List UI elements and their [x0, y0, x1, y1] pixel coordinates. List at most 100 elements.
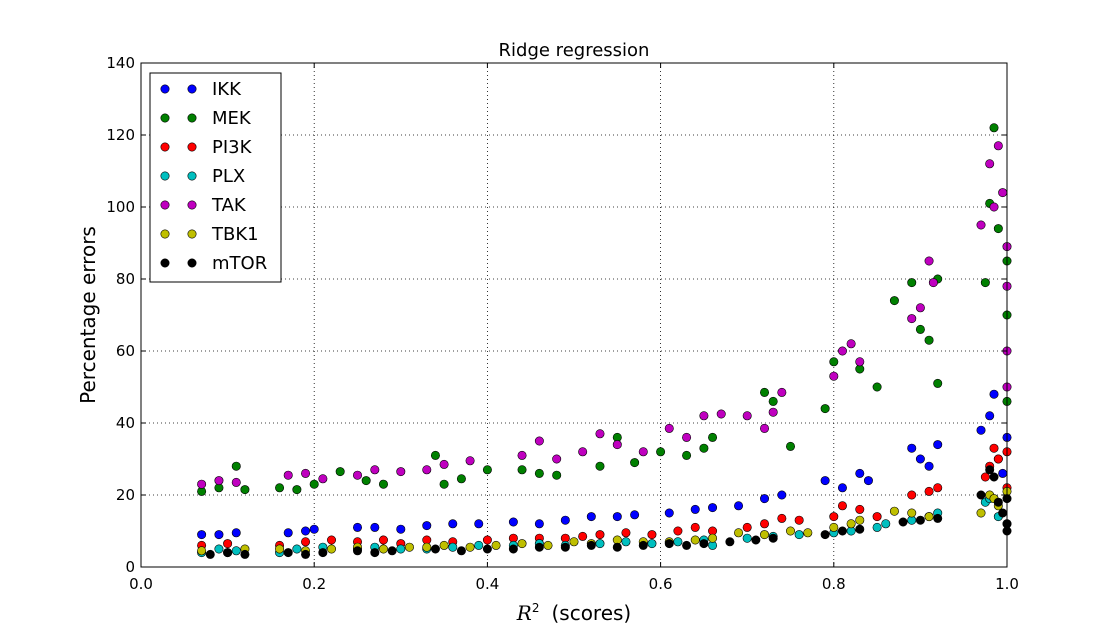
data-point-mtor — [699, 539, 709, 549]
data-point-ikk — [422, 521, 432, 531]
data-point-mek — [292, 485, 302, 495]
x-axis-title: R2 (scores) — [516, 601, 631, 625]
legend-box — [149, 72, 282, 283]
data-point-ikk — [197, 530, 207, 540]
data-point-tak — [638, 447, 648, 457]
data-point-tak — [352, 470, 362, 480]
data-point-mek — [980, 278, 990, 288]
data-point-pi3k — [777, 513, 787, 523]
data-point-mek — [309, 479, 319, 489]
data-point-mtor — [318, 548, 328, 558]
data-point-ikk — [915, 454, 925, 464]
data-point-mek — [889, 296, 899, 306]
data-point-mtor — [976, 490, 986, 500]
data-point-tbk1 — [855, 515, 865, 525]
data-point-mtor — [456, 546, 466, 556]
data-point-tak — [768, 407, 778, 417]
data-point-tak — [197, 479, 207, 489]
data-point-ikk — [989, 389, 999, 399]
data-point-tak — [465, 456, 475, 466]
data-point-tak — [682, 432, 692, 442]
legend-label-ikk: IKK — [212, 79, 242, 100]
data-point-tbk1 — [889, 506, 899, 516]
data-point-tbk1 — [327, 544, 337, 554]
y-tick-label: 80 — [116, 270, 135, 288]
data-point-mtor — [725, 537, 735, 547]
data-point-ikk — [508, 517, 518, 527]
data-point-plx — [474, 540, 484, 550]
data-point-plx — [647, 539, 657, 549]
data-point-pi3k — [673, 526, 683, 536]
data-point-mek — [231, 461, 241, 471]
data-point-pi3k — [933, 483, 943, 493]
legend-marker-pi3k — [160, 142, 170, 152]
data-point-mek — [240, 485, 250, 495]
data-point-tbk1 — [829, 522, 839, 532]
data-point-pi3k — [378, 535, 388, 545]
data-point-ikk — [664, 508, 674, 518]
data-point-mtor — [560, 542, 570, 552]
data-point-tak — [855, 357, 865, 367]
data-point-tak — [422, 465, 432, 475]
data-point-mtor — [482, 544, 492, 554]
legend-marker-tak — [187, 200, 197, 210]
data-point-pi3k — [760, 519, 770, 529]
legend-label-pi3k: PI3K — [212, 137, 253, 158]
data-point-mtor — [240, 549, 250, 559]
data-point-mtor — [751, 535, 761, 545]
y-tick-label: 20 — [116, 486, 135, 504]
data-point-mtor — [612, 542, 622, 552]
data-point-plx — [673, 537, 683, 547]
axis-ticks: 0.0 0.2 0.4 0.6 0.8 1.0 0 20 40 60 80 100 120 140 — [106, 54, 1019, 593]
data-point-mek — [439, 479, 449, 489]
data-point-mek — [456, 474, 466, 484]
data-point-tak — [760, 423, 770, 433]
data-point-tak — [924, 256, 934, 266]
data-point-tak — [777, 387, 787, 397]
data-point-mek — [915, 324, 925, 334]
data-point-pi3k — [621, 528, 631, 538]
data-point-pi3k — [647, 530, 657, 540]
grid-lines — [141, 63, 1007, 567]
data-point-ikk — [448, 519, 458, 529]
data-point-tbk1 — [197, 546, 207, 556]
data-point-mtor — [586, 540, 596, 550]
data-point-tbk1 — [275, 544, 285, 554]
data-point-mek — [785, 441, 795, 451]
legend-label-mek: MEK — [212, 108, 252, 129]
data-point-mtor — [985, 465, 995, 475]
legend-label-tak: TAK — [211, 195, 247, 216]
data-point-pi3k — [989, 443, 999, 453]
data-point-mek — [275, 483, 285, 493]
data-point-mek — [482, 465, 492, 475]
data-point-mtor — [387, 546, 397, 556]
data-point-tak — [396, 467, 406, 477]
data-point-mtor — [352, 546, 362, 556]
chart-title: Ridge regression — [499, 40, 650, 61]
data-point-tbk1 — [404, 542, 414, 552]
data-point-tak — [985, 159, 995, 169]
data-point-ikk — [283, 528, 293, 538]
data-point-ikk — [352, 522, 362, 532]
legend-marker-tak — [160, 200, 170, 210]
x-axis-title-superscript: 2 — [532, 601, 540, 615]
data-point-ikk — [309, 524, 319, 534]
x-tick-label: 0.4 — [475, 575, 499, 593]
data-point-pi3k — [872, 512, 882, 522]
data-point-tak — [517, 450, 527, 460]
data-point-mek — [989, 123, 999, 133]
data-point-tak — [231, 477, 241, 487]
legend-marker-tbk1 — [187, 229, 197, 239]
data-point-mtor — [915, 515, 925, 525]
data-point-tak — [370, 465, 380, 475]
data-point-ikk — [734, 501, 744, 511]
data-point-mek — [699, 443, 709, 453]
legend-marker-mtor — [187, 258, 197, 268]
data-point-ikk — [985, 411, 995, 421]
data-point-mtor — [664, 539, 674, 549]
data-point-tak — [716, 409, 726, 419]
data-point-pi3k — [829, 512, 839, 522]
data-point-ikk — [630, 510, 640, 520]
data-point-mtor — [301, 549, 311, 559]
data-point-ikk — [396, 524, 406, 534]
